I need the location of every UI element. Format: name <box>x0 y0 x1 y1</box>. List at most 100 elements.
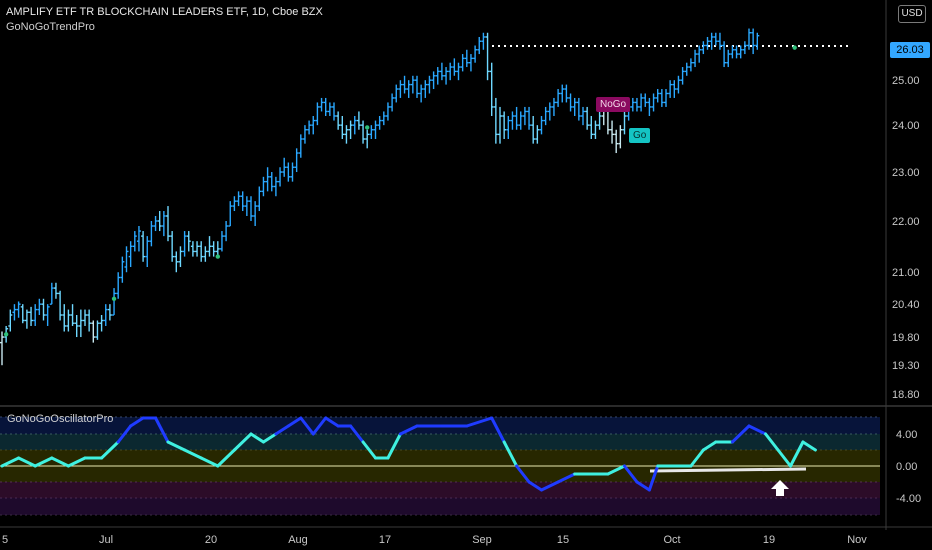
currency-button[interactable]: USD <box>898 5 926 23</box>
go-signal-dot <box>215 254 220 259</box>
ohlc-bar <box>535 125 540 144</box>
oscillator-pane[interactable] <box>0 416 880 516</box>
oscillator-name[interactable]: GoNoGoOscillatorPro <box>7 413 114 425</box>
ohlc-bar <box>713 32 718 46</box>
ohlc-bar <box>385 102 390 121</box>
ohlc-bar <box>485 32 490 81</box>
osc-segment <box>776 448 792 468</box>
ohlc-bar <box>319 97 324 112</box>
ohlc-bar <box>8 309 13 332</box>
go-signal-dot <box>792 45 797 50</box>
indicator-name[interactable]: GoNoGoTrendPro <box>6 21 95 33</box>
ohlc-bar <box>726 49 731 68</box>
time-axis[interactable]: 5 Jul 20 Aug 17 Sep 15 Oct 19 Nov <box>2 534 867 546</box>
ohlc-bar <box>398 80 403 98</box>
instrument-title[interactable]: AMPLIFY ETF TR BLOCKCHAIN LEADERS ETF, 1… <box>6 6 323 18</box>
ohlc-bar <box>199 241 204 262</box>
ohlc-bar <box>738 45 743 59</box>
ohlc-bar <box>107 304 112 321</box>
time-tick-label: 17 <box>379 534 391 546</box>
ohlc-bar <box>734 45 739 59</box>
osc-segment <box>764 432 780 452</box>
osc-segment <box>623 464 639 484</box>
ohlc-bar <box>190 241 195 257</box>
time-tick-label: Sep <box>472 534 492 546</box>
osc-tick-label: -4.00 <box>896 493 921 505</box>
ohlc-bar <box>361 120 366 144</box>
ohlc-bar <box>643 93 648 107</box>
ohlc-bar <box>556 89 561 107</box>
ohlc-bar <box>610 120 615 144</box>
ohlc-bar <box>236 191 241 207</box>
oscillator-axis[interactable]: 4.00 0.00 -4.00 <box>896 429 921 505</box>
ohlc-bar <box>510 111 515 130</box>
osc-segment <box>606 464 626 476</box>
osc-segment <box>216 448 236 468</box>
ohlc-bar <box>705 36 710 50</box>
osc-segment <box>286 416 303 428</box>
osc-segment <box>0 456 21 468</box>
osc-segment <box>490 416 506 444</box>
time-tick-label: Aug <box>288 534 308 546</box>
ohlc-bar <box>618 125 623 149</box>
osc-segment <box>556 472 577 484</box>
osc-segment <box>527 480 543 492</box>
ohlc-bar <box>240 191 245 212</box>
osc-segment <box>249 432 265 444</box>
ohlc-bar <box>373 120 378 140</box>
osc-segment <box>635 480 651 492</box>
ohlc-bar <box>211 241 216 257</box>
ohlc-bar <box>141 231 146 262</box>
ohlc-bar <box>344 125 349 144</box>
ohlc-bar <box>132 231 137 252</box>
osc-segment <box>398 424 419 436</box>
ohlc-bar <box>444 67 449 85</box>
go-dots <box>3 45 797 337</box>
ohlc-bar <box>332 102 336 121</box>
ohlc-bar <box>701 41 706 55</box>
ohlc-bar <box>33 304 38 326</box>
ohlc-bar <box>551 97 556 117</box>
ohlc-bar <box>356 111 361 130</box>
ohlc-bar <box>348 120 353 140</box>
ohlc-bar <box>651 93 656 112</box>
ohlc-bar <box>166 206 170 242</box>
ohlc-bar <box>215 241 220 257</box>
ohlc-bar <box>672 80 677 98</box>
ohlc-bar <box>419 84 424 103</box>
ohlc-bar <box>290 162 295 182</box>
ohlc-bar <box>390 93 395 112</box>
ohlc-bar <box>149 220 154 247</box>
price-pane[interactable] <box>0 28 848 366</box>
ohlc-bar <box>153 215 158 232</box>
time-tick-label: 15 <box>557 534 569 546</box>
ohlc-bar <box>53 282 58 299</box>
ohlc-bar <box>680 67 685 85</box>
ohlc-bar <box>394 84 399 103</box>
ohlc-bar <box>518 111 523 130</box>
ohlc-bar <box>730 45 735 59</box>
ohlc-bar <box>410 75 415 94</box>
ohlc-bar <box>41 298 46 321</box>
ohlc-bar <box>576 97 581 121</box>
ohlc-bar <box>62 304 67 332</box>
osc-segment <box>311 416 328 436</box>
ohlc-bar <box>58 290 63 321</box>
ohlc-bar <box>460 54 465 72</box>
ohlc-bar <box>269 172 274 192</box>
ohlc-bar <box>95 320 100 340</box>
osc-segment <box>17 456 37 468</box>
price-tick-label: 18.80 <box>892 389 920 401</box>
ohlc-bar <box>722 41 727 68</box>
ohlc-bar <box>668 80 673 98</box>
go-label: Go <box>629 128 651 143</box>
ohlc-bar <box>257 186 262 212</box>
ohlc-bar <box>560 84 565 103</box>
ohlc-bar <box>66 309 71 332</box>
ohlc-bar <box>751 28 756 55</box>
ohlc-bar <box>336 111 341 130</box>
price-axis[interactable]: 18.80 19.30 19.80 20.40 21.00 22.00 23.00 24.00… <box>892 75 920 401</box>
ohlc-bar <box>265 167 270 192</box>
ohlc-bar <box>145 236 150 267</box>
